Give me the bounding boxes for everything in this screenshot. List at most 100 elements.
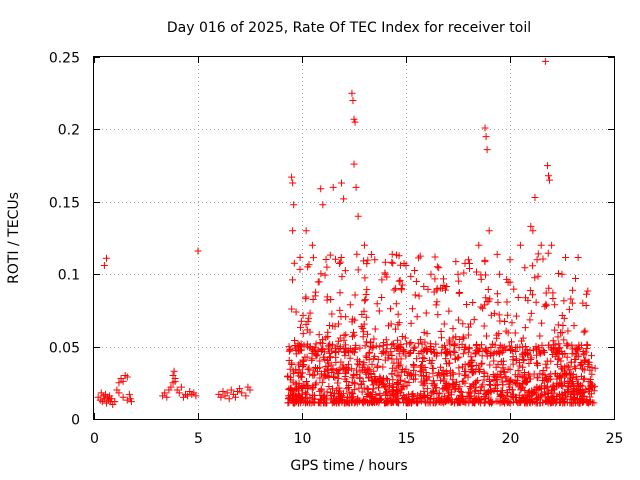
data-point (558, 311, 566, 319)
data-point (342, 331, 350, 339)
data-point (420, 354, 428, 362)
data-point (574, 385, 582, 393)
data-point (442, 355, 450, 363)
data-point (450, 342, 458, 350)
data-point (370, 385, 378, 393)
data-point (350, 386, 358, 394)
data-point (403, 382, 411, 390)
data-point (421, 380, 429, 388)
data-point (394, 321, 402, 329)
data-point (329, 183, 337, 191)
data-point (388, 250, 396, 258)
data-point (458, 340, 466, 348)
data-point (358, 388, 366, 396)
x-axis-label: GPS time / hours (290, 458, 407, 474)
data-point (510, 285, 518, 293)
y-tick-label: 0 (71, 413, 80, 429)
data-point (361, 342, 369, 350)
data-point (475, 390, 483, 398)
data-point (464, 331, 472, 339)
data-point (587, 352, 595, 360)
x-tick-labels: 0 5 10 15 20 25 (90, 431, 623, 447)
data-point (508, 393, 516, 401)
data-point (290, 201, 298, 209)
data-point (555, 269, 563, 277)
data-point (516, 381, 524, 389)
data-point (299, 330, 307, 338)
data-point (413, 399, 421, 407)
data-point (359, 399, 367, 407)
data-point (459, 393, 466, 401)
data-point (119, 377, 127, 385)
data-point (388, 351, 396, 359)
data-point (569, 345, 577, 353)
data-point (483, 332, 491, 340)
data-point (392, 325, 400, 333)
data-point (454, 316, 462, 324)
data-point (312, 340, 320, 348)
data-point (490, 386, 498, 394)
data-point (387, 305, 395, 313)
data-point (372, 342, 380, 350)
data-point (433, 285, 441, 293)
data-point (289, 276, 297, 284)
data-point (316, 357, 324, 365)
y-tick-labels: 0 0.05 0.1 0.15 0.2 0.25 (49, 51, 80, 429)
data-point (331, 373, 339, 381)
data-point (493, 375, 501, 383)
data-point (410, 363, 418, 371)
data-point (490, 309, 498, 317)
data-point (455, 370, 463, 378)
data-point (504, 365, 512, 373)
data-point (456, 383, 464, 391)
data-point (372, 376, 380, 384)
data-point (389, 340, 397, 348)
data-point (467, 366, 475, 374)
data-point (359, 324, 367, 332)
data-point (111, 398, 119, 406)
data-point (505, 342, 513, 350)
data-point (437, 396, 445, 404)
data-point (538, 341, 546, 349)
data-point (431, 275, 439, 283)
data-point (509, 356, 517, 364)
data-point (315, 331, 323, 339)
data-point (391, 367, 399, 375)
data-point (377, 395, 385, 403)
data-point (481, 301, 489, 309)
data-point (415, 292, 423, 300)
data-point (496, 317, 504, 325)
data-point (411, 375, 419, 383)
data-points (94, 57, 599, 409)
data-point (567, 374, 575, 382)
data-point (388, 370, 396, 378)
data-point (514, 373, 522, 381)
data-point (435, 398, 443, 406)
data-point (314, 278, 322, 286)
data-point (481, 258, 489, 266)
data-point (363, 384, 371, 392)
data-point (368, 344, 376, 352)
data-point (364, 330, 372, 338)
data-point (536, 370, 544, 378)
data-point (123, 373, 131, 381)
data-point (578, 382, 586, 390)
data-point (568, 341, 576, 349)
data-point (337, 253, 345, 261)
data-point (508, 338, 516, 346)
data-point (553, 392, 561, 400)
data-point (410, 344, 418, 352)
data-point (544, 249, 552, 257)
plot-frame (93, 56, 615, 420)
data-point (403, 340, 411, 348)
data-point (455, 353, 463, 361)
data-point (123, 396, 131, 404)
data-point (381, 399, 389, 407)
data-point (356, 374, 364, 382)
y-tick-label: 0.05 (49, 341, 80, 357)
data-point (397, 341, 405, 349)
data-point (376, 390, 384, 398)
data-point (487, 344, 495, 352)
data-point (471, 388, 479, 396)
